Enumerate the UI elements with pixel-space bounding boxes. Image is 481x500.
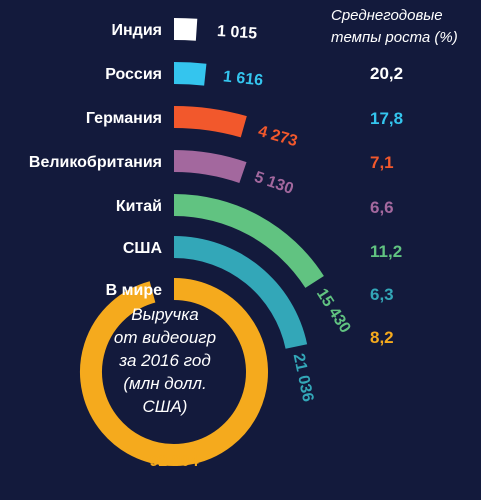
value-label-6: 92 804 bbox=[150, 453, 199, 470]
growth-rate-2: 7,1 bbox=[370, 153, 394, 172]
growth-rate-values: 20,2 17,8 7,1 6,6 11,2 6,3 8,2 bbox=[370, 64, 403, 347]
growth-rate-0: 20,2 bbox=[370, 64, 403, 83]
category-labels: Индия Россия Германия Великобритания Китай СШ… bbox=[29, 22, 163, 299]
growth-rate-3: 6,6 bbox=[370, 198, 394, 217]
center-note-line-1: Выручка bbox=[131, 305, 199, 324]
bar-0 bbox=[174, 18, 198, 41]
category-label-2: Германия bbox=[86, 110, 162, 127]
growth-rate-6: 8,2 bbox=[370, 328, 394, 347]
growth-title-line-1: Среднегодовые bbox=[331, 7, 443, 24]
bar-4 bbox=[174, 194, 324, 288]
value-label-3: 5 130 bbox=[252, 169, 295, 198]
category-label-0: Индия bbox=[112, 22, 163, 39]
bar-2 bbox=[174, 106, 247, 138]
center-note-line-5: США) bbox=[143, 397, 188, 416]
value-label-0: 1 015 bbox=[217, 23, 258, 43]
bar-6 bbox=[80, 278, 268, 466]
growth-rate-4: 11,2 bbox=[370, 242, 402, 261]
value-label-2: 4 273 bbox=[256, 123, 299, 150]
category-label-1: Россия bbox=[105, 66, 162, 83]
growth-title-line-2: темпы роста (%) bbox=[331, 29, 458, 46]
center-note-line-2: от видеоигр bbox=[114, 328, 216, 347]
center-note-line-4: (млн долл. bbox=[123, 374, 206, 393]
bar-1 bbox=[174, 62, 207, 86]
category-label-4: Китай bbox=[116, 198, 162, 215]
category-label-5: США bbox=[123, 240, 163, 257]
value-label-1: 1 616 bbox=[222, 68, 264, 89]
growth-rate-1: 17,8 bbox=[370, 109, 403, 128]
center-note-line-3: за 2016 год bbox=[118, 351, 210, 370]
bars-group bbox=[80, 18, 324, 466]
growth-rate-5: 6,3 bbox=[370, 285, 394, 304]
category-label-6: В мире bbox=[106, 282, 162, 299]
category-label-3: Великобритания bbox=[29, 154, 162, 171]
value-label-4: 15 430 bbox=[313, 286, 354, 336]
value-label-5: 21 036 bbox=[290, 352, 317, 403]
bar-5 bbox=[174, 236, 308, 349]
bar-3 bbox=[174, 150, 247, 183]
